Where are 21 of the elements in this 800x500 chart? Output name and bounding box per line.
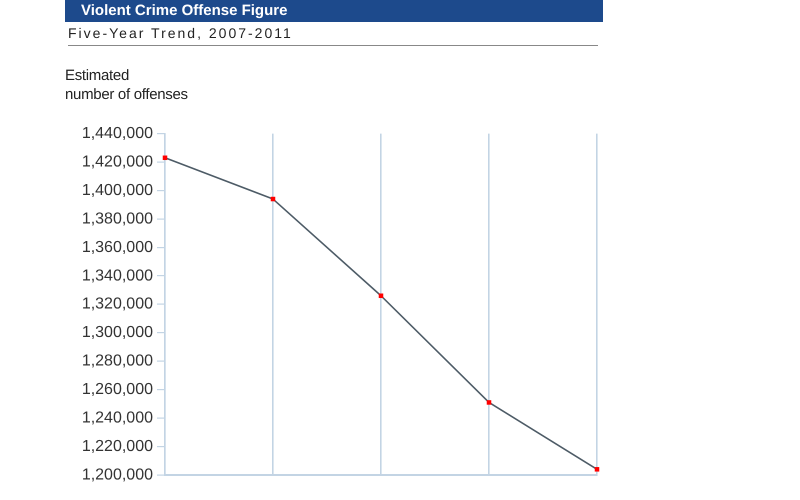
point: [162, 156, 168, 160]
y-tick-label: 1,220,000: [82, 438, 154, 455]
point: [594, 467, 600, 472]
y-tick-label: 1,420,000: [82, 153, 154, 170]
chart-subtitle: Five-Year Trend, 2007-2011: [68, 24, 293, 42]
point: [486, 400, 492, 405]
y-tick-label: 1,400,000: [82, 182, 154, 199]
point: [378, 294, 384, 298]
y-tick-label: 1,440,000: [82, 125, 154, 142]
y-tick-label: 1,300,000: [82, 324, 154, 342]
chart-title: Violent Crime Offense Figure: [65, 0, 603, 22]
y-axis-title: Estimated number of offenses: [65, 66, 188, 104]
y-tick-label: 1,200,000: [82, 466, 154, 484]
point: [270, 196, 276, 202]
y-tick-label: 1,340,000: [82, 267, 154, 284]
y-tick-label: 1,360,000: [82, 238, 154, 256]
y-tick-label: 1,240,000: [82, 410, 154, 427]
y-tick-label: 1,320,000: [82, 296, 154, 313]
y-tick-label: 1,260,000: [82, 381, 154, 398]
y-tick-label: 1,380,000: [82, 210, 154, 228]
y-tick-label: 1,280,000: [82, 352, 154, 370]
